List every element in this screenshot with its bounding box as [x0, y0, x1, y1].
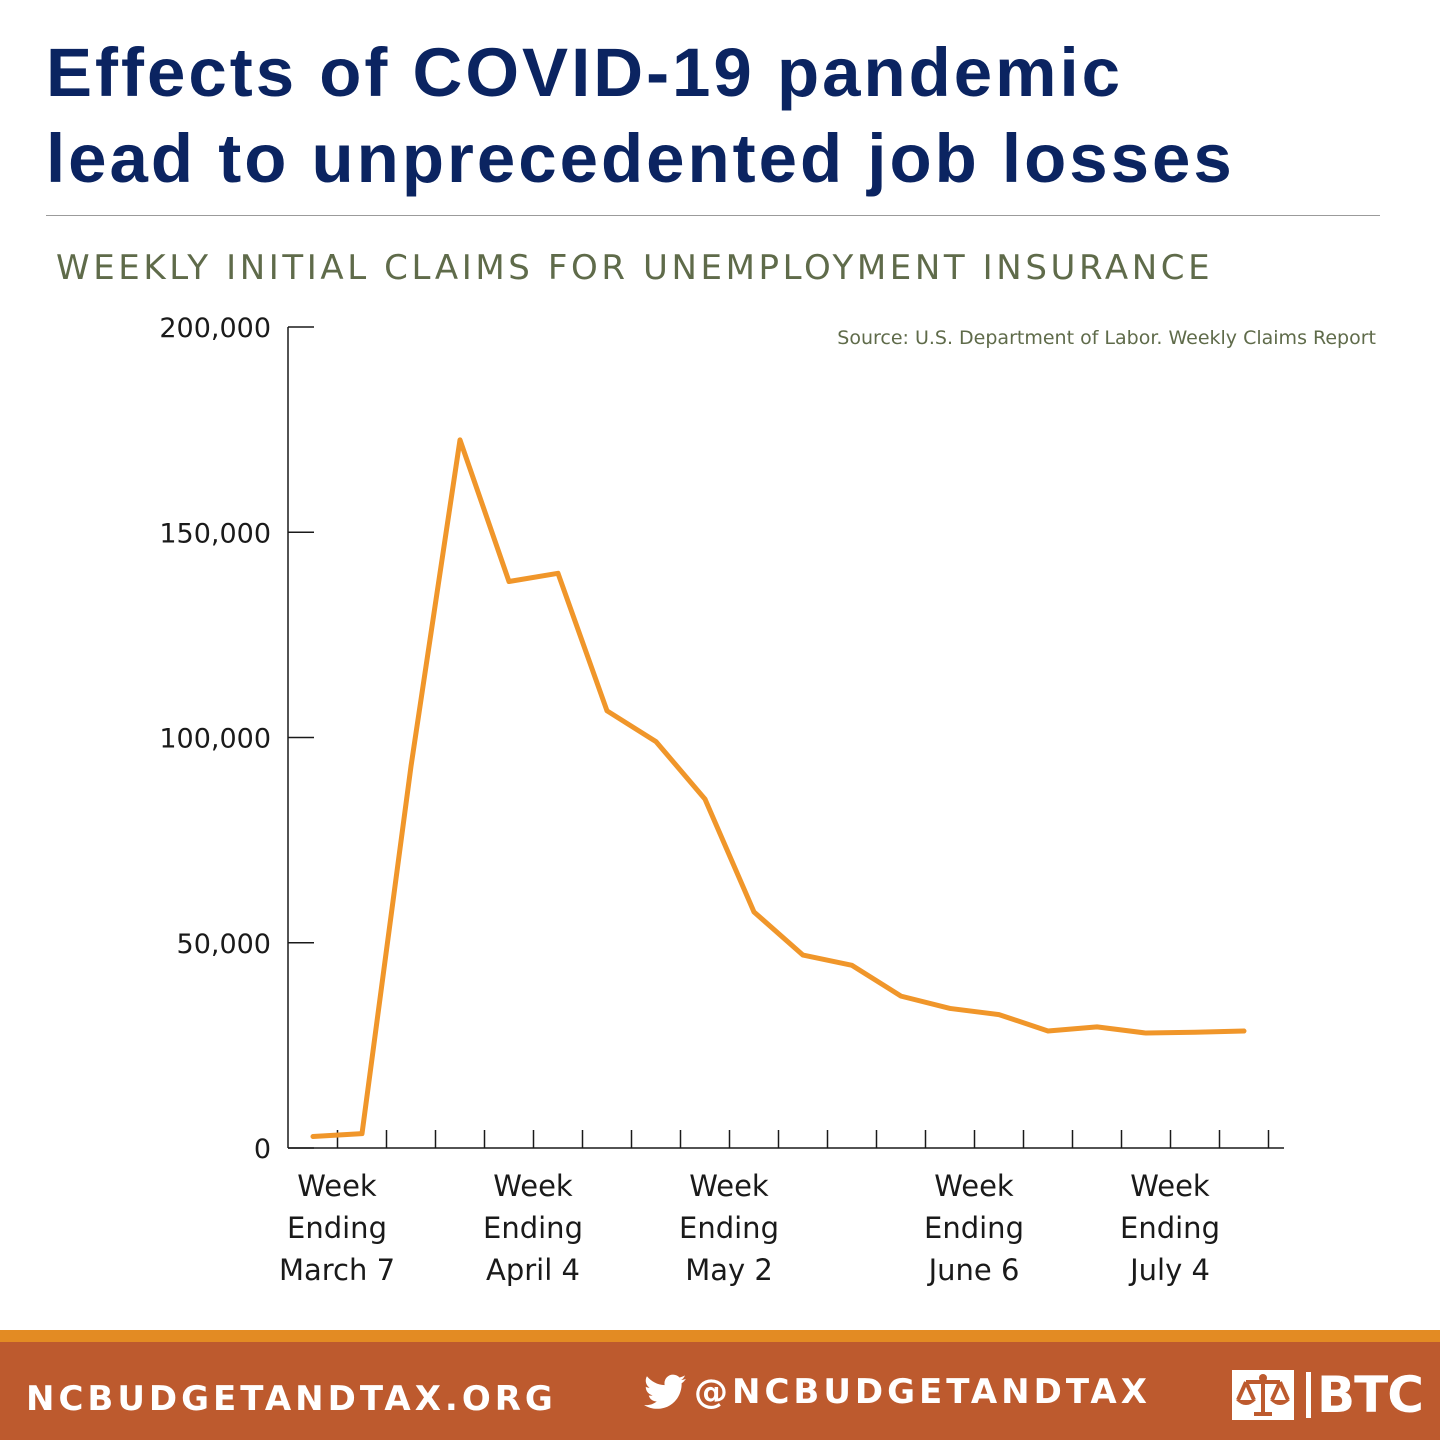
x-tick-label: Week Ending March 7 [279, 1169, 395, 1287]
headline-line-1: Effects of COVID-19 pandemic [46, 34, 1124, 111]
data-point [1192, 1030, 1198, 1035]
y-tick-label: 150,000 [159, 518, 271, 549]
data-point [555, 571, 561, 576]
x-tick-label: Week Ending June 6 [924, 1169, 1024, 1287]
data-point [1045, 1028, 1051, 1034]
headline: Effects of COVID-19 pandemic lead to unp… [46, 30, 1416, 202]
data-point [751, 909, 757, 915]
data-point [1143, 1030, 1149, 1036]
data-point [359, 1131, 365, 1136]
data-point [506, 579, 512, 584]
data-point [457, 437, 463, 443]
website-link[interactable]: NCBUDGETANDTAX.ORG [26, 1379, 557, 1419]
chart-title: WEEKLY INITIAL CLAIMS FOR UNEMPLOYMENT I… [56, 248, 1214, 288]
x-tick-label: Week Ending April 4 [483, 1169, 583, 1287]
data-point [947, 1006, 953, 1011]
headline-line-2: lead to unprecedented job losses [46, 120, 1235, 197]
series-line [310, 437, 1247, 1140]
btc-logo: BTC [1232, 1366, 1424, 1424]
btc-scales-logo [1232, 1370, 1294, 1420]
data-point [604, 708, 610, 714]
data-point [1241, 1028, 1247, 1034]
y-tick-label: 100,000 [159, 724, 271, 755]
data-point [1094, 1024, 1100, 1030]
twitter-handle: @NCBUDGETANDTAX [694, 1372, 1151, 1412]
y-tick-label: 0 [254, 1134, 271, 1165]
data-point [849, 963, 855, 968]
x-tick-label: Week Ending May 2 [679, 1169, 779, 1287]
twitter-link[interactable]: @NCBUDGETANDTAX [644, 1372, 1151, 1412]
twitter-bird-icon [644, 1374, 686, 1409]
footer-band: NCBUDGETANDTAX.ORG @NCBUDGETANDTAX BTC [0, 1330, 1440, 1440]
x-tick-label: Week Ending July 4 [1120, 1169, 1220, 1287]
data-point [702, 796, 708, 802]
data-point [898, 993, 904, 999]
data-point [653, 739, 659, 744]
data-point [996, 1012, 1002, 1017]
y-tick-label: 50,000 [177, 929, 271, 960]
logo-separator [1306, 1372, 1311, 1418]
line-chart: 0 50,000 100,000 150,000 200,000 Week Ending Ma… [159, 313, 1284, 1287]
title-divider [46, 215, 1380, 216]
source-note: Source: U.S. Department of Labor. Weekly… [837, 327, 1376, 349]
y-tick-label: 200,000 [159, 313, 271, 344]
logo-text: BTC [1317, 1366, 1424, 1424]
data-point [408, 764, 414, 769]
data-point [310, 1134, 316, 1139]
data-point [800, 952, 806, 958]
